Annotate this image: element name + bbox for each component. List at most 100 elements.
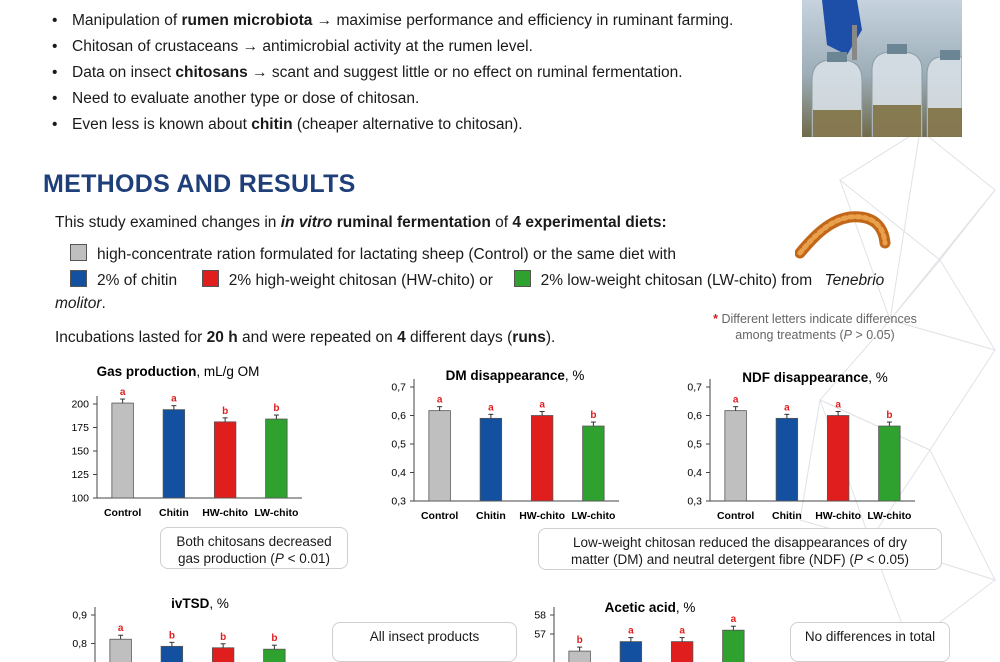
- significance-letter: a: [835, 400, 841, 411]
- callout-ivtsd-line1: All insect products: [369, 629, 480, 644]
- significance-letter: b: [222, 406, 228, 417]
- diet-line-1: high-concentrate ration formulated for l…: [97, 246, 676, 263]
- mealworm-illustration: [795, 211, 891, 259]
- note-line1: Different letters indicate differences: [721, 312, 917, 326]
- study-intro-run: ruminal fermentation: [332, 214, 491, 231]
- intro-bullet-run: Chitosan of crustaceans → antimicrobial …: [72, 38, 533, 55]
- callout-gas-p: P: [274, 551, 284, 566]
- diet-chitin-label: 2% of chitin: [97, 272, 178, 289]
- chart-gas-production: Gas production, mL/g OM 100 125 150 175 200 a C…: [71, 364, 302, 519]
- incubation-run: 20 h: [206, 329, 238, 346]
- chart-title-bold: Acetic acid: [605, 600, 676, 615]
- bullet-dot-icon: •: [52, 90, 58, 107]
- chart-title-bold: Gas production: [97, 364, 197, 379]
- significance-letter: a: [539, 400, 545, 411]
- chart-title-unit: , %: [209, 596, 229, 611]
- callout-dmndf-line2-post: < 0.05): [862, 552, 909, 567]
- bar-chitin: [775, 417, 799, 502]
- x-category-label: Control: [421, 510, 458, 522]
- hw-chito-swatch-icon: [201, 270, 219, 287]
- x-category-label: Control: [717, 510, 754, 522]
- intro-bullet-run: Data on insect: [72, 64, 176, 81]
- y-tick-label: 57: [534, 629, 546, 641]
- bar-hw-chito: [670, 641, 694, 662]
- chart-dm-disappearance: DM disappearance, % 0,3 0,4 0,5 0,6 0,7 a Contr…: [391, 368, 619, 522]
- lab-photo-image: [802, 0, 962, 137]
- significance-letter: a: [628, 626, 634, 637]
- bullet-dot-icon: •: [52, 116, 58, 133]
- callout-gas-line2-pre: gas production (: [178, 551, 275, 566]
- bar-control: [111, 402, 134, 499]
- significance-letter: a: [731, 614, 737, 625]
- callout-gas: Both chitosans decreased gas production …: [160, 527, 348, 569]
- incubation-run: 4: [397, 329, 406, 346]
- significance-letter: b: [590, 410, 596, 421]
- incubation-run: different days (: [405, 329, 513, 346]
- intro-bullet: • Data on insect chitosans → scant and su…: [52, 60, 733, 86]
- section-title: METHODS AND RESULTS: [43, 170, 356, 198]
- intro-bullet-run: (cheaper alternative to chitosan).: [292, 116, 523, 133]
- bullet-dot-icon: •: [52, 38, 58, 55]
- y-tick-label: 0,4: [687, 467, 702, 479]
- bar-hw-chito: [826, 415, 850, 502]
- chart-acetic-acid: Acetic acid, %5758bControlaChitinaHW-chi…: [534, 600, 745, 662]
- chart-title-bold: DM disappearance: [446, 368, 566, 383]
- x-category-label: LW-chito: [571, 510, 615, 522]
- intro-bullet-run: Manipulation of: [72, 12, 182, 29]
- intro-bullet-run: Even less is known about: [72, 116, 252, 133]
- significance-letter: b: [886, 410, 892, 421]
- significance-letter: b: [220, 632, 226, 643]
- chart-title-unit: , %: [565, 368, 585, 383]
- chart-title: ivTSD, %: [171, 596, 229, 611]
- incubation-run: and were repeated on: [237, 329, 398, 346]
- species-line: molitor.: [55, 295, 106, 313]
- callout-dmndf-p: P: [853, 552, 863, 567]
- intro-bullet-run: → scant and suggest little or no effect …: [247, 64, 683, 81]
- bar-hw-chito: [530, 415, 554, 502]
- diet-control-row: high-concentrate ration formulated for l…: [70, 244, 676, 264]
- note-star: *: [713, 312, 718, 326]
- study-intro-text: This study examined changes in in vitro …: [55, 214, 667, 232]
- bar-control: [724, 410, 747, 502]
- bar-chitin: [160, 645, 184, 662]
- bar-control: [568, 650, 591, 662]
- intro-bullet-run: rumen microbiota: [181, 12, 313, 29]
- x-category-label: HW-chito: [815, 510, 861, 522]
- significance-letter: a: [784, 402, 790, 413]
- y-tick-label: 0,7: [391, 382, 406, 394]
- x-category-label: HW-chito: [202, 507, 248, 519]
- y-tick-label: 200: [71, 399, 89, 411]
- incubation-text: Incubations lasted for 20 h and were rep…: [55, 329, 555, 347]
- y-tick-label: 100: [71, 493, 89, 505]
- diet-treatment-row: 2% of chitin 2% high-weight chitosan (HW…: [70, 270, 884, 290]
- chart-title-unit: , mL/g OM: [196, 364, 259, 379]
- chart-title: Acetic acid, %: [605, 600, 696, 615]
- incubation-run: ).: [545, 329, 556, 346]
- x-category-label: Chitin: [476, 510, 506, 522]
- note-line2-pre: among treatments (: [735, 328, 844, 342]
- species-epithet: molitor: [55, 295, 102, 312]
- significance-letter: b: [271, 633, 277, 644]
- significance-letter: b: [577, 635, 583, 646]
- species-genus: Tenebrio: [824, 272, 885, 289]
- x-category-label: Chitin: [159, 507, 189, 519]
- y-tick-label: 0,6: [391, 410, 406, 422]
- species-period: .: [101, 295, 106, 312]
- chart-title-unit: , %: [868, 370, 888, 385]
- bar-control: [109, 638, 132, 662]
- study-intro-run: of: [490, 214, 513, 231]
- y-tick-label: 0,5: [391, 439, 406, 451]
- diet-lw-label: 2% low-weight chitosan (LW-chito) from: [540, 272, 813, 289]
- study-intro-run: 4 experimental diets:: [512, 214, 667, 231]
- intro-bullet: • Need to evaluate another type or dose o…: [52, 86, 733, 112]
- significance-letter: b: [273, 403, 279, 414]
- callout-ivtsd: All insect products: [332, 622, 517, 662]
- y-tick-label: 0,7: [687, 382, 702, 394]
- bar-hw-chito: [213, 421, 237, 499]
- significance-letter: a: [733, 395, 739, 406]
- intro-bullet-list: • Manipulation of rumen microbiota → maxi…: [52, 8, 733, 138]
- callout-gas-line2-post: < 0.01): [283, 551, 330, 566]
- intro-bullet-run: → maximise performance and efficiency in…: [312, 12, 734, 29]
- significance-letter: a: [118, 623, 124, 634]
- x-category-label: Chitin: [772, 510, 802, 522]
